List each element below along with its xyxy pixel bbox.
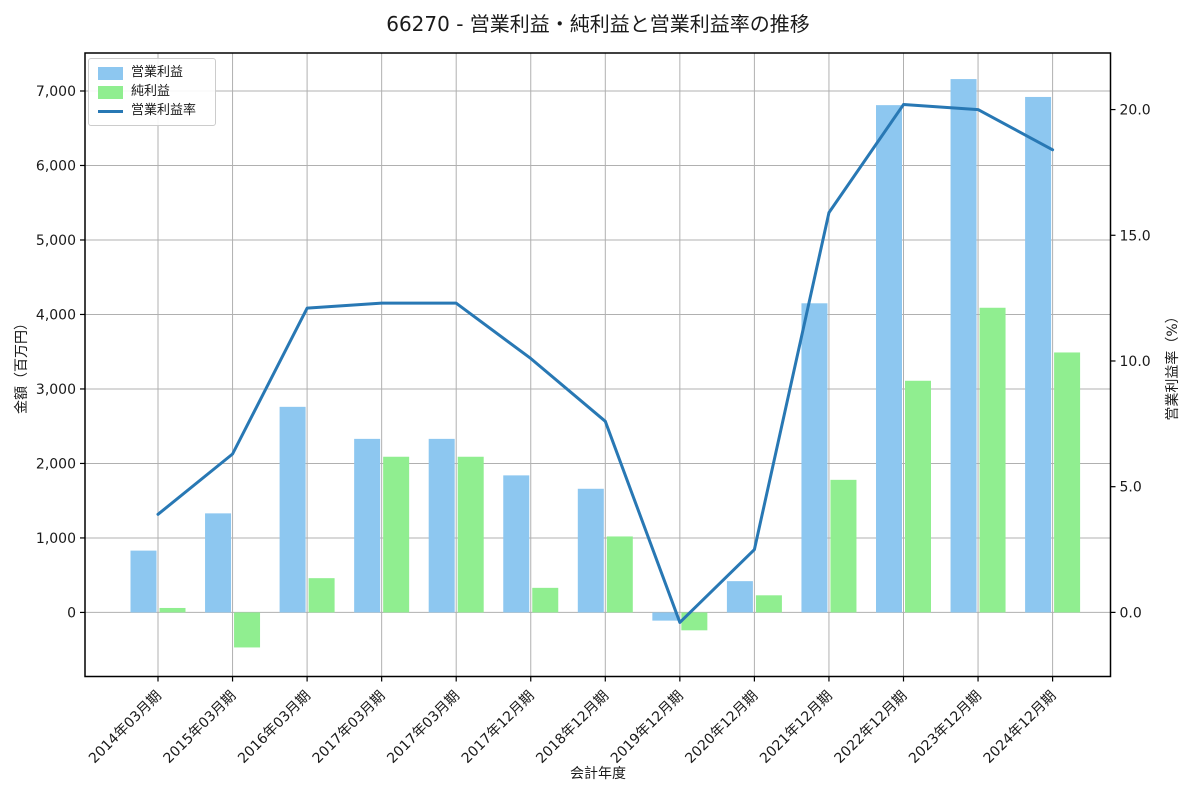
- legend: 営業利益 純利益 営業利益率: [88, 58, 216, 126]
- x-tick-label-12: 2024年12月期: [981, 688, 1060, 767]
- bar-net-profit-3: [383, 456, 410, 613]
- left-tick-label-1: 1,000: [36, 531, 76, 547]
- x-axis-label: 会計年度: [570, 766, 626, 782]
- bar-operating-profit-7: [652, 612, 679, 621]
- bar-net-profit-8: [755, 595, 782, 613]
- bar-operating-profit-1: [205, 513, 232, 613]
- bar-net-profit-2: [308, 578, 335, 613]
- legend-swatch-operating-profit: [98, 66, 123, 80]
- left-tick-label-4: 4,000: [36, 307, 76, 323]
- line-operating-margin: [156, 103, 1055, 624]
- right-tick-label-3: 15.0: [1120, 228, 1151, 244]
- bar-operating-profit-8: [726, 581, 753, 613]
- x-tick-label-5: 2017年12月期: [459, 688, 538, 767]
- legend-item-operating-margin: 営業利益率: [98, 104, 205, 118]
- right-tick-label-2: 10.0: [1120, 354, 1151, 370]
- x-tick-label-6: 2018年12月期: [533, 688, 612, 767]
- x-tick-label-11: 2023年12月期: [906, 688, 985, 767]
- x-tick-label-4: 2017年03月期: [384, 688, 463, 767]
- bar-net-profit-0: [159, 607, 186, 613]
- bar-net-profit-11: [979, 307, 1006, 613]
- legend-item-net-profit: 純利益: [98, 85, 205, 99]
- x-tick-label-10: 2022年12月期: [832, 688, 911, 767]
- x-tick-label-0: 2014年03月期: [86, 688, 165, 767]
- bar-operating-profit-11: [950, 79, 977, 613]
- left-tick-label-3: 3,000: [36, 382, 76, 398]
- y-axis-label-right: 営業利益率（%）: [1164, 309, 1181, 420]
- legend-line-swatch-operating-margin: [98, 109, 123, 113]
- plot-border: [84, 52, 1112, 678]
- y-axis-label-left: 金額（百万円）: [14, 316, 30, 414]
- bar-operating-profit-10: [876, 105, 902, 613]
- right-tick-label-4: 20.0: [1120, 103, 1151, 119]
- x-tick-label-9: 2021年12月期: [757, 688, 836, 767]
- bar-net-profit-10: [905, 380, 931, 613]
- left-tick-label-2: 2,000: [36, 456, 76, 472]
- bar-operating-profit-5: [503, 475, 530, 613]
- bar-operating-profit-6: [577, 488, 604, 613]
- bar-net-profit-7: [681, 612, 708, 631]
- bar-operating-profit-0: [130, 550, 157, 613]
- bar-operating-profit-9: [801, 303, 828, 613]
- legend-label-operating-margin: 営業利益率: [131, 103, 197, 118]
- bar-net-profit-5: [532, 587, 559, 613]
- x-tick-label-7: 2019年12月期: [608, 688, 687, 767]
- bar-net-profit-6: [606, 536, 633, 613]
- bar-operating-profit-3: [354, 438, 381, 613]
- legend-item-operating-profit: 営業利益: [98, 66, 205, 80]
- chart-title: 66270 - 営業利益・純利益と営業利益率の推移: [386, 12, 810, 36]
- x-tick-label-2: 2016年03月期: [235, 688, 314, 767]
- bar-operating-profit-12: [1025, 96, 1052, 613]
- x-tick-label-1: 2015年03月期: [161, 688, 240, 767]
- bar-net-profit-4: [457, 456, 484, 613]
- right-tick-label-1: 5.0: [1120, 480, 1142, 496]
- bar-net-profit-9: [830, 479, 857, 613]
- left-tick-label-5: 5,000: [36, 233, 76, 249]
- bar-net-profit-1: [234, 612, 261, 648]
- right-tick-label-0: 0.0: [1120, 605, 1142, 621]
- bar-operating-profit-4: [428, 438, 455, 613]
- left-tick-label-7: 7,000: [36, 84, 76, 100]
- bar-net-profit-12: [1054, 352, 1081, 613]
- legend-label-net-profit: 純利益: [131, 84, 171, 99]
- left-tick-label-0: 0: [67, 605, 76, 621]
- legend-label-operating-profit: 営業利益: [131, 65, 184, 80]
- x-tick-label-8: 2020年12月期: [682, 688, 761, 767]
- left-tick-label-6: 6,000: [36, 158, 76, 174]
- x-tick-label-3: 2017年03月期: [310, 688, 389, 767]
- bar-operating-profit-2: [279, 406, 306, 613]
- legend-swatch-net-profit: [98, 85, 123, 99]
